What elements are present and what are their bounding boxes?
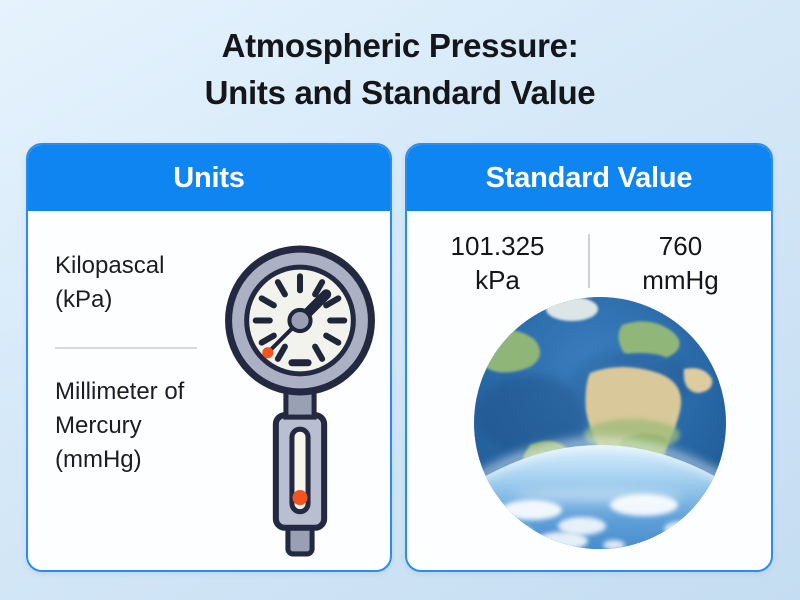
gauge-dial xyxy=(225,245,375,396)
value-mmhg-unit: mmHg xyxy=(642,265,719,295)
units-card: Units Kilopascal (kPa) Millimeter of Mer… xyxy=(26,143,392,572)
unit-divider xyxy=(55,347,197,349)
gauge-hub xyxy=(287,307,313,334)
units-card-title: Units xyxy=(173,161,245,194)
gauge-stem xyxy=(272,388,328,557)
unit-list: Kilopascal (kPa) Millimeter of Mercury (… xyxy=(55,249,225,477)
gauge-stem-orange-dot xyxy=(292,490,308,506)
units-card-header: Units xyxy=(28,145,390,211)
earth-atmosphere xyxy=(474,438,726,549)
pressure-gauge-icon xyxy=(225,245,375,557)
standard-value-card-title: Standard Value xyxy=(485,161,693,194)
unit-item-mmhg: Millimeter of Mercury (mmHg) xyxy=(55,378,185,473)
page-title-line1: Atmospheric Pressure: xyxy=(221,27,579,64)
value-mmhg: 760 mmHg xyxy=(590,229,771,297)
value-mmhg-number: 760 xyxy=(658,231,703,261)
standard-value-card: Standard Value 101.325 kPa 760 mmHg xyxy=(405,143,773,572)
value-kpa: 101.325 kPa xyxy=(407,229,588,297)
gauge-ticks xyxy=(252,273,348,367)
page-title: Atmospheric Pressure: Units and Standard … xyxy=(0,22,800,116)
standard-value-card-header: Standard Value xyxy=(407,145,771,211)
earth-globe-icon xyxy=(474,297,726,549)
page-title-line2: Units and Standard Value xyxy=(204,74,596,111)
standard-values-row: 101.325 kPa 760 mmHg xyxy=(407,229,771,297)
value-kpa-number: 101.325 xyxy=(450,231,545,261)
value-divider xyxy=(588,234,590,288)
unit-item-kilopascal: Kilopascal (kPa) xyxy=(55,252,165,313)
gauge-needle xyxy=(262,289,332,359)
value-kpa-unit: kPa xyxy=(475,265,520,295)
gauge-needle-orange-tip xyxy=(262,347,274,359)
